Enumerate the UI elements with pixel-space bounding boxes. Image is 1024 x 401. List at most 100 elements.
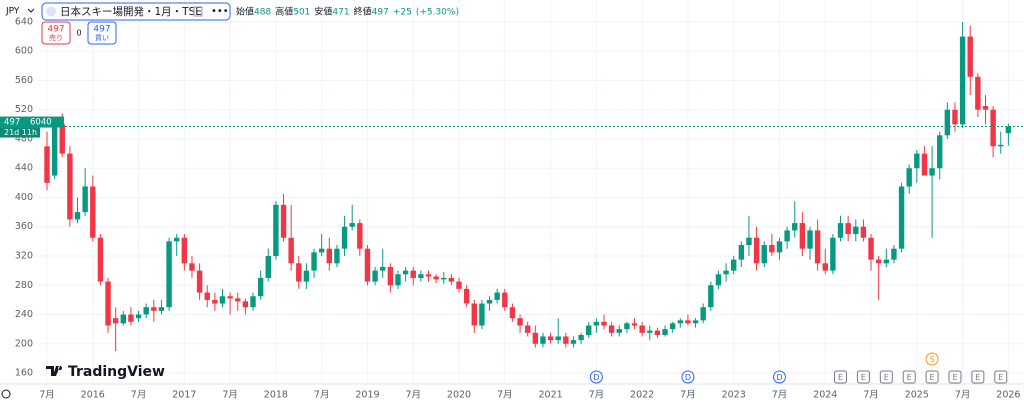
candle-body <box>608 325 615 333</box>
candle-body <box>723 270 729 275</box>
y-tick-label: 440 <box>15 163 33 174</box>
y-tick-label: 400 <box>15 192 33 203</box>
candle-body <box>227 296 233 299</box>
event-label[interactable]: E <box>861 373 866 382</box>
candle-body <box>418 274 424 278</box>
event-label[interactable]: D <box>685 373 691 382</box>
candle-body <box>166 241 172 308</box>
candle-body <box>959 36 966 125</box>
candle-body <box>174 237 180 242</box>
event-label[interactable]: E <box>952 373 957 382</box>
sell-price[interactable]: 497 <box>47 25 64 35</box>
candle-body <box>456 281 462 289</box>
candle-body <box>265 256 271 278</box>
dropdown-icon[interactable] <box>27 8 35 13</box>
ohlc-legend: 始値 488 高値 501 安値 471 終値 497 +25 (+5.30%) <box>236 6 459 18</box>
event-label[interactable]: E <box>907 373 912 382</box>
candle-body <box>479 303 485 326</box>
candle-body <box>647 330 653 333</box>
earnings-marker[interactable] <box>994 370 1008 384</box>
earnings-marker[interactable] <box>856 370 870 384</box>
x-tick-label: 2017 <box>172 390 196 401</box>
candle-body <box>593 321 600 326</box>
earnings-marker[interactable] <box>948 370 962 384</box>
x-tick-label: 7月 <box>680 390 696 401</box>
candle-body <box>349 223 355 227</box>
y-tick-label: 320 <box>15 251 33 262</box>
x-tick-label: 2019 <box>355 390 379 401</box>
candle-body <box>303 270 310 282</box>
candle-body <box>990 109 996 147</box>
candle-body <box>898 186 905 249</box>
candle-body <box>402 270 409 275</box>
y-tick-label: 240 <box>15 309 33 320</box>
event-label[interactable]: S <box>930 355 935 364</box>
candle-body <box>792 223 798 231</box>
earnings-marker[interactable] <box>902 370 916 384</box>
event-label[interactable]: E <box>838 373 843 382</box>
candle-body <box>578 334 584 341</box>
event-label[interactable]: E <box>975 373 980 382</box>
compare-icon[interactable] <box>193 6 203 17</box>
candle-body <box>90 186 96 238</box>
candle-body <box>753 237 760 264</box>
legend-item: (+5.30%) <box>416 8 459 18</box>
candle-body <box>532 332 539 344</box>
dividend-marker[interactable] <box>681 370 695 384</box>
candle-body <box>700 307 706 321</box>
candle-body <box>540 336 546 344</box>
event-label[interactable]: E <box>998 373 1003 382</box>
countdown-bg <box>0 127 40 138</box>
legend-item: 488 <box>254 8 271 18</box>
candle-body <box>639 325 645 333</box>
candle-body <box>669 323 676 330</box>
buy-label[interactable]: 買い <box>95 34 109 42</box>
dividend-marker[interactable] <box>772 370 786 384</box>
split-marker[interactable] <box>925 352 939 366</box>
earnings-marker[interactable] <box>879 370 893 384</box>
candle-body <box>853 226 859 235</box>
earnings-marker[interactable] <box>971 370 985 384</box>
candle-body <box>212 299 218 304</box>
x-tick-label: 2018 <box>264 390 288 401</box>
candle-body <box>67 153 73 220</box>
candle-body <box>59 124 65 154</box>
candle-body <box>921 153 928 176</box>
event-label[interactable]: E <box>884 373 889 382</box>
settings-icon[interactable] <box>1 389 11 399</box>
buy-price[interactable]: 497 <box>93 25 110 35</box>
event-label[interactable]: D <box>776 373 782 382</box>
candle-body <box>502 292 508 308</box>
sell-button[interactable] <box>41 21 71 45</box>
candle-body <box>769 245 775 253</box>
symbol[interactable]: 日本スキー場開発・1月・TSE <box>60 5 202 18</box>
candle-body <box>692 320 699 324</box>
event-label[interactable]: D <box>593 373 599 382</box>
candle-body <box>334 248 340 264</box>
candle-body <box>631 323 638 326</box>
candle-body <box>799 223 806 249</box>
candle-body <box>868 237 874 260</box>
x-tick-label: 7月 <box>405 390 421 401</box>
symbol-pill[interactable] <box>41 2 231 21</box>
legend-item: 安値 <box>314 6 332 18</box>
x-tick-label: 7月 <box>955 390 971 401</box>
currency[interactable]: JPY <box>5 7 20 17</box>
candle-body <box>662 329 668 335</box>
sell-label[interactable]: 売り <box>49 33 63 42</box>
earnings-marker[interactable] <box>834 370 848 384</box>
buy-button[interactable] <box>87 21 117 45</box>
candle-body <box>891 248 897 260</box>
candle-body <box>875 259 882 264</box>
candle-body <box>677 320 683 324</box>
earnings-marker[interactable] <box>925 370 939 384</box>
candle-body <box>685 320 691 324</box>
y-tick-label: 160 <box>15 368 33 379</box>
candle-body <box>311 252 317 271</box>
more-button[interactable]: ••• <box>211 6 229 17</box>
dividend-marker[interactable] <box>589 370 603 384</box>
candle-body <box>601 321 607 326</box>
event-label[interactable]: E <box>930 373 935 382</box>
x-tick-label: 2026 <box>996 390 1020 401</box>
